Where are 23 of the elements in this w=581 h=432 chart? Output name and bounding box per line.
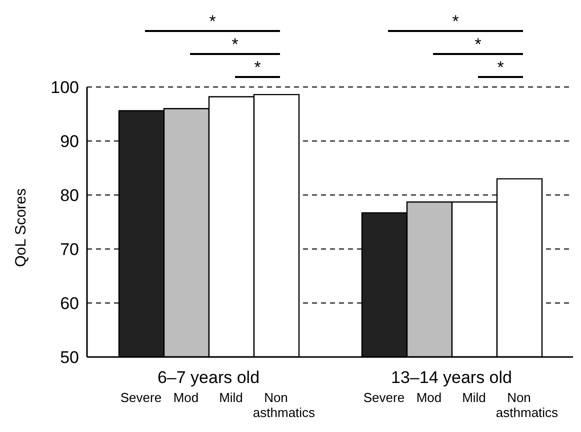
text: Severe <box>120 390 162 405</box>
text: * <box>209 12 216 31</box>
y-tick-label: 80 <box>60 186 79 206</box>
text: Non asthmatics <box>496 390 558 420</box>
x-tick-label: 13–14 years old <box>391 368 512 387</box>
y-tick-label: 90 <box>60 132 79 152</box>
y-axis-title: QoL Scores <box>12 188 30 267</box>
text: * <box>474 35 482 54</box>
text: * <box>497 58 504 77</box>
text: Mild <box>219 390 243 405</box>
y-tick-label: 60 <box>60 294 79 314</box>
y-tick-label: 50 <box>60 348 79 368</box>
text: * <box>452 12 460 31</box>
text: Mod <box>416 390 442 405</box>
text: Severe <box>363 390 405 405</box>
y-tick-label: 70 <box>60 240 79 260</box>
text: * <box>254 58 262 77</box>
x-tick-label: 6–7 years old <box>157 368 260 387</box>
text: Mild <box>462 390 486 405</box>
text: Mod <box>173 390 199 405</box>
text: * <box>232 35 239 54</box>
y-tick-label: 100 <box>50 78 79 98</box>
text: Non asthmatics <box>252 390 316 420</box>
